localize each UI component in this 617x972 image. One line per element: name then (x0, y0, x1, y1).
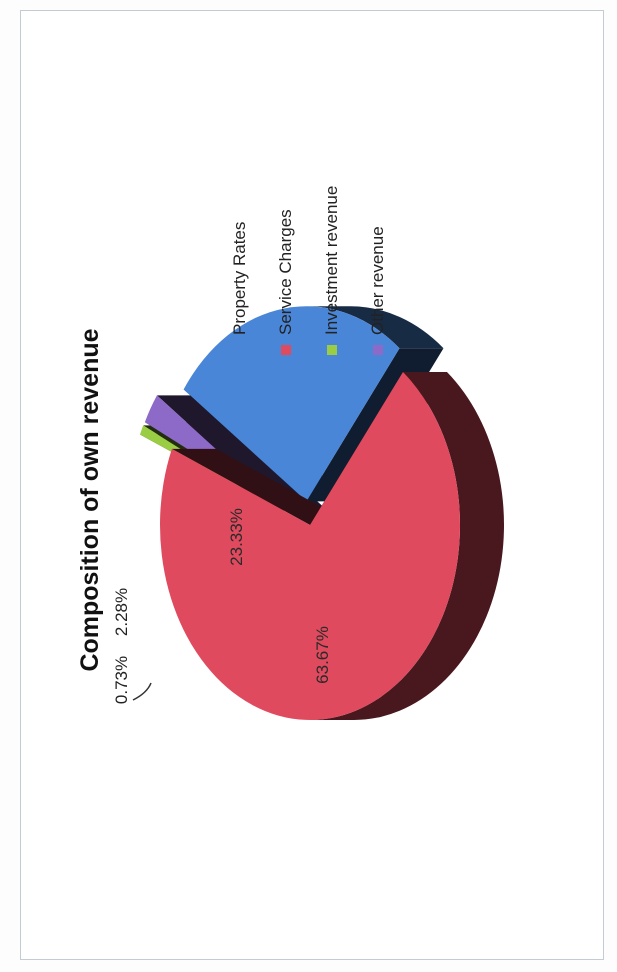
legend-swatch (235, 345, 245, 355)
legend-item-service-charges: Service Charges (276, 209, 295, 355)
legend-item-property-rates: Property Rates (230, 222, 249, 355)
slice-top (183, 306, 400, 502)
slice-top (160, 371, 460, 720)
legend-swatch (373, 345, 383, 355)
legend-item-other-revenue: Other revenue (368, 226, 387, 355)
pie-slice-service-charges (160, 371, 504, 720)
slice-wall (171, 448, 354, 525)
slice-rim (310, 371, 504, 720)
data-label-investment-revenue: 0.73% (112, 656, 131, 704)
chart-legend: Property Rates Service Charges Investment … (230, 186, 387, 355)
data-label-other-revenue: 2.28% (112, 588, 131, 636)
legend-swatch (327, 345, 337, 355)
legend-label: Other revenue (368, 226, 387, 335)
data-label-property-rates: 23.33% (227, 508, 246, 566)
slice-wall (156, 395, 324, 508)
legend-label: Service Charges (276, 209, 295, 335)
legend-item-investment-revenue: Investment revenue (322, 186, 341, 355)
slice-rim (306, 306, 444, 349)
chart-title: Composition of own revenue (76, 328, 104, 671)
legend-swatch (281, 345, 291, 355)
leader-line (132, 682, 152, 701)
data-labels: 23.33% 63.67% 0.73% 2.28% (112, 508, 332, 704)
data-label-service-charges: 63.67% (313, 626, 332, 684)
pie-slices (140, 306, 504, 720)
legend-label: Investment revenue (322, 186, 341, 335)
legend-label: Property Rates (230, 222, 249, 335)
